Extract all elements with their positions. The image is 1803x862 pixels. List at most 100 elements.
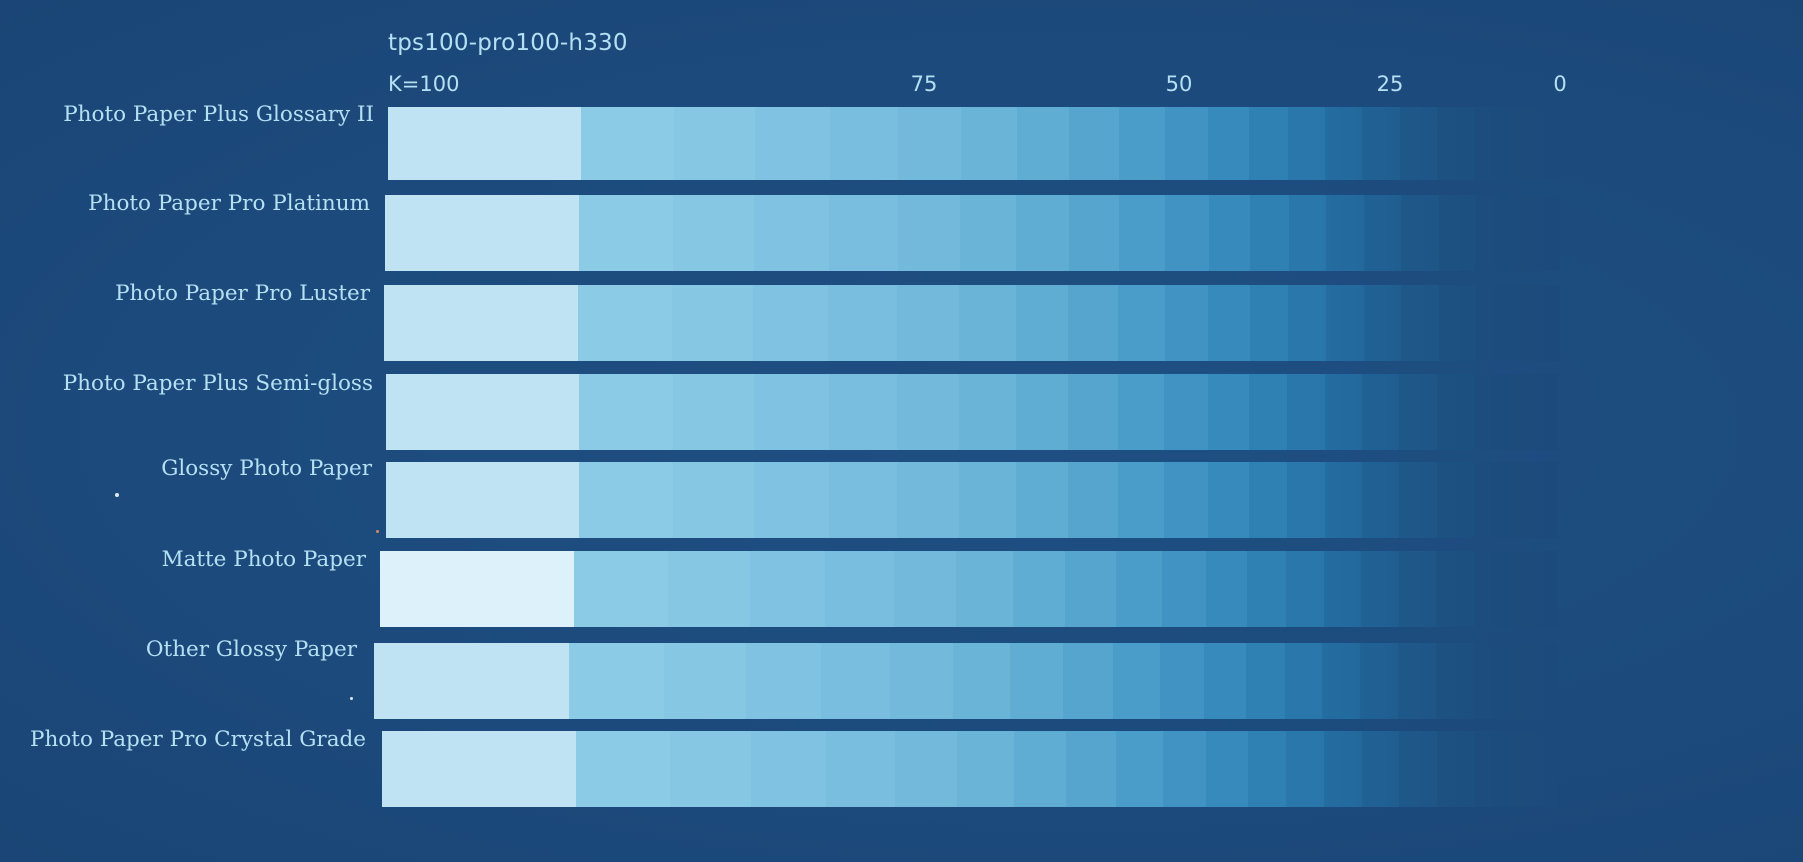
tone-patch <box>1288 285 1326 361</box>
tone-patch <box>580 107 675 180</box>
tone-patch <box>1205 551 1248 627</box>
strip-label: Other Glossy Paper <box>145 637 357 662</box>
strip-label: Photo Paper Pro Luster <box>115 281 370 306</box>
tick-k100: K=100 <box>388 72 460 96</box>
tone-patch <box>1067 462 1118 538</box>
tone-patch <box>1245 643 1285 719</box>
tone-patch <box>826 731 895 807</box>
tone-patch <box>828 285 897 361</box>
tick-50: 50 <box>1165 72 1193 96</box>
tone-patch <box>897 195 960 271</box>
tone-strip <box>374 643 1558 719</box>
tone-patch <box>1163 462 1208 538</box>
tone-patch <box>1068 107 1119 180</box>
tone-patch <box>749 551 825 627</box>
tone-patch <box>672 374 754 450</box>
tone-patch <box>384 285 578 361</box>
tone-patch <box>1249 285 1289 361</box>
tone-patch <box>386 462 580 538</box>
tone-patch <box>672 462 754 538</box>
strip-label: Glossy Photo Paper <box>161 456 372 481</box>
tone-patch <box>1015 462 1068 538</box>
tone-patch <box>1203 643 1246 719</box>
tone-patch <box>674 107 756 180</box>
tone-patch <box>898 107 961 180</box>
tone-patch <box>1164 285 1209 361</box>
tone-patch <box>828 462 898 538</box>
tone-patch <box>569 643 664 719</box>
tone-patch <box>1208 107 1250 180</box>
tone-patch <box>1016 195 1069 271</box>
tone-patch <box>957 731 1014 807</box>
tone-patch <box>1066 731 1117 807</box>
tone-patch <box>382 731 576 807</box>
strip-fade <box>1318 731 1558 807</box>
tone-patch <box>1286 731 1324 807</box>
tone-patch <box>1116 731 1163 807</box>
tone-patch <box>1159 643 1204 719</box>
tone-patch <box>1113 643 1160 719</box>
tone-patch <box>1118 195 1165 271</box>
profile-title: tps100-pro100-h330 <box>388 30 628 56</box>
tone-patch <box>1010 643 1063 719</box>
tone-patch <box>959 374 1016 450</box>
tone-patch <box>1012 551 1066 627</box>
tone-patch <box>1118 285 1165 361</box>
tone-patch <box>669 731 752 807</box>
tone-patch <box>1015 374 1068 450</box>
tone-patch <box>753 374 829 450</box>
tone-patch <box>745 643 822 719</box>
tone-patch <box>1207 374 1249 450</box>
tone-patch <box>1206 731 1248 807</box>
paper-speck <box>376 530 379 533</box>
tone-patch <box>897 462 960 538</box>
tick-75: 75 <box>910 72 938 96</box>
tone-strip <box>386 462 1558 538</box>
tone-patch <box>1062 643 1114 719</box>
tone-patch <box>1163 374 1208 450</box>
tone-patch <box>894 731 958 807</box>
tone-patch <box>1165 195 1209 271</box>
tone-patch <box>374 643 570 719</box>
tone-patch <box>828 374 898 450</box>
tone-patch <box>578 195 673 271</box>
strip-fade <box>1318 462 1558 538</box>
tone-patch <box>668 551 750 627</box>
tone-patch <box>1248 374 1288 450</box>
tone-strip <box>380 551 1558 627</box>
tone-patch <box>1117 462 1164 538</box>
strip-label: Photo Paper Plus Glossary II <box>63 102 374 127</box>
tone-patch <box>388 107 581 180</box>
tone-patch <box>577 285 672 361</box>
strip-fade <box>1320 195 1560 271</box>
tone-patch <box>1115 551 1162 627</box>
tone-patch <box>1068 195 1119 271</box>
tone-patch <box>672 195 754 271</box>
tone-patch <box>1162 731 1207 807</box>
tone-patch <box>385 195 579 271</box>
tone-patch <box>753 195 829 271</box>
tone-patch <box>1208 285 1250 361</box>
paper-speck <box>115 493 119 497</box>
strip-fade <box>1320 285 1560 361</box>
tone-patch <box>1247 731 1287 807</box>
tone-patch <box>1284 643 1323 719</box>
tone-patch <box>1285 551 1324 627</box>
tone-patch <box>579 462 673 538</box>
tone-patch <box>956 551 1013 627</box>
strip-label: Photo Paper Pro Platinum <box>88 191 370 216</box>
tone-patch <box>1118 107 1165 180</box>
tone-patch <box>897 374 960 450</box>
tone-patch <box>753 462 829 538</box>
tone-patch <box>829 107 899 180</box>
tone-strip <box>384 285 1560 361</box>
strip-fade <box>1318 107 1558 180</box>
tone-patch <box>575 731 670 807</box>
tone-patch <box>959 285 1016 361</box>
strip-fade <box>1318 643 1558 719</box>
tone-patch <box>1065 551 1116 627</box>
tone-patch <box>1016 107 1069 180</box>
tone-patch <box>663 643 746 719</box>
tone-patch <box>1248 462 1288 538</box>
